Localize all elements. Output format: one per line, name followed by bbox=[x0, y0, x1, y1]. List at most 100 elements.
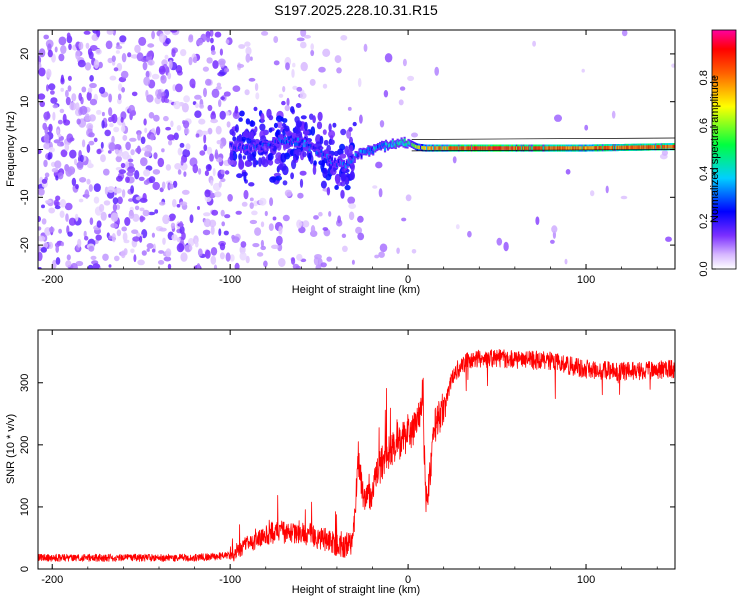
noise-speckle bbox=[164, 98, 170, 104]
noise-speckle bbox=[38, 61, 42, 70]
tone-core bbox=[271, 143, 274, 147]
noise-speckle bbox=[271, 244, 279, 249]
noise-speckle bbox=[210, 118, 219, 124]
noise-speckle bbox=[210, 111, 216, 121]
noise-speckle bbox=[378, 188, 383, 198]
noise-speckle bbox=[200, 130, 209, 135]
noise-speckle bbox=[138, 176, 145, 181]
noise-speckle bbox=[103, 168, 110, 176]
tone-core bbox=[368, 151, 371, 155]
signal-energy bbox=[229, 153, 234, 161]
noise-speckle bbox=[203, 87, 207, 98]
noise-speckle bbox=[60, 74, 64, 83]
noise-speckle bbox=[203, 144, 208, 152]
noise-speckle bbox=[158, 250, 165, 254]
noise-speckle bbox=[130, 149, 135, 156]
noise-speckle bbox=[182, 149, 191, 158]
noise-speckle bbox=[211, 88, 220, 99]
noise-speckle bbox=[75, 184, 79, 190]
noise-speckle bbox=[85, 42, 90, 49]
noise-speckle bbox=[108, 107, 113, 117]
noise-speckle bbox=[65, 89, 69, 98]
noise-speckle bbox=[235, 210, 242, 215]
noise-speckle bbox=[168, 59, 173, 70]
noise-speckle bbox=[142, 209, 150, 217]
signal-energy bbox=[316, 121, 323, 130]
noise-speckle bbox=[185, 143, 191, 151]
signal-energy bbox=[352, 121, 357, 127]
noise-speckle bbox=[110, 212, 119, 222]
noise-speckle bbox=[57, 119, 63, 125]
signal-energy bbox=[317, 111, 323, 122]
signal-energy bbox=[329, 135, 334, 140]
noise-speckle bbox=[194, 239, 198, 244]
noise-speckle bbox=[168, 183, 174, 190]
signal-energy bbox=[282, 165, 289, 176]
noise-speckle bbox=[252, 243, 260, 248]
signal-energy bbox=[238, 117, 243, 122]
noise-speckle bbox=[411, 132, 418, 138]
y-tick-label: 0 bbox=[19, 146, 31, 152]
noise-speckle bbox=[179, 142, 185, 148]
noise-speckle bbox=[248, 77, 256, 82]
noise-speckle bbox=[130, 110, 137, 117]
noise-speckle bbox=[130, 185, 135, 194]
noise-speckle bbox=[144, 127, 148, 133]
noise-speckle bbox=[162, 214, 170, 225]
noise-speckle bbox=[83, 230, 87, 238]
noise-speckle bbox=[258, 197, 267, 206]
noise-speckle bbox=[121, 87, 125, 93]
tone-core bbox=[293, 138, 295, 143]
noise-speckle bbox=[218, 180, 222, 188]
noise-speckle bbox=[77, 238, 82, 248]
signal-energy bbox=[320, 180, 327, 189]
noise-speckle bbox=[50, 90, 55, 95]
signal-energy bbox=[295, 148, 302, 156]
signal-energy bbox=[259, 123, 266, 131]
y-tick-label: 0 bbox=[19, 566, 31, 572]
signal-energy bbox=[332, 122, 337, 128]
signal-energy bbox=[300, 115, 307, 120]
noise-speckle bbox=[374, 254, 380, 259]
noise-speckle bbox=[74, 158, 78, 165]
noise-speckle bbox=[191, 83, 196, 89]
noise-speckle bbox=[89, 45, 98, 51]
noise-speckle bbox=[241, 201, 248, 207]
noise-speckle bbox=[340, 128, 347, 136]
signal-energy bbox=[243, 130, 249, 136]
noise-speckle bbox=[86, 144, 91, 153]
signal-energy bbox=[282, 118, 288, 123]
tone-core bbox=[308, 147, 311, 152]
tone-core bbox=[314, 146, 317, 151]
noise-speckle bbox=[204, 189, 211, 198]
signal-energy bbox=[275, 115, 283, 122]
signal-energy bbox=[238, 159, 245, 170]
snr-series-layer bbox=[38, 348, 675, 562]
noise-speckle bbox=[320, 262, 327, 268]
noise-speckle bbox=[273, 172, 281, 177]
noise-speckle bbox=[131, 229, 139, 234]
noise-speckle bbox=[88, 132, 95, 138]
noise-speckle bbox=[79, 177, 87, 183]
noise-speckle bbox=[159, 227, 167, 232]
noise-speckle bbox=[214, 152, 219, 160]
noise-speckle bbox=[452, 156, 457, 164]
noise-speckle bbox=[355, 226, 363, 234]
noise-speckle bbox=[146, 243, 154, 249]
signal-energy bbox=[349, 171, 355, 180]
noise-speckle bbox=[455, 224, 460, 230]
noise-speckle bbox=[341, 233, 347, 238]
noise-speckle bbox=[220, 169, 225, 175]
noise-speckle bbox=[219, 48, 223, 56]
noise-speckle bbox=[351, 259, 355, 265]
noise-speckle bbox=[278, 93, 284, 98]
noise-speckle bbox=[47, 49, 53, 58]
noise-speckle bbox=[212, 60, 219, 69]
noise-speckle bbox=[165, 248, 172, 258]
signal-energy bbox=[344, 184, 351, 191]
noise-speckle bbox=[195, 133, 200, 138]
noise-speckle bbox=[299, 170, 307, 176]
signal-energy bbox=[273, 122, 278, 129]
noise-speckle bbox=[43, 242, 49, 249]
noise-speckle bbox=[399, 86, 406, 91]
